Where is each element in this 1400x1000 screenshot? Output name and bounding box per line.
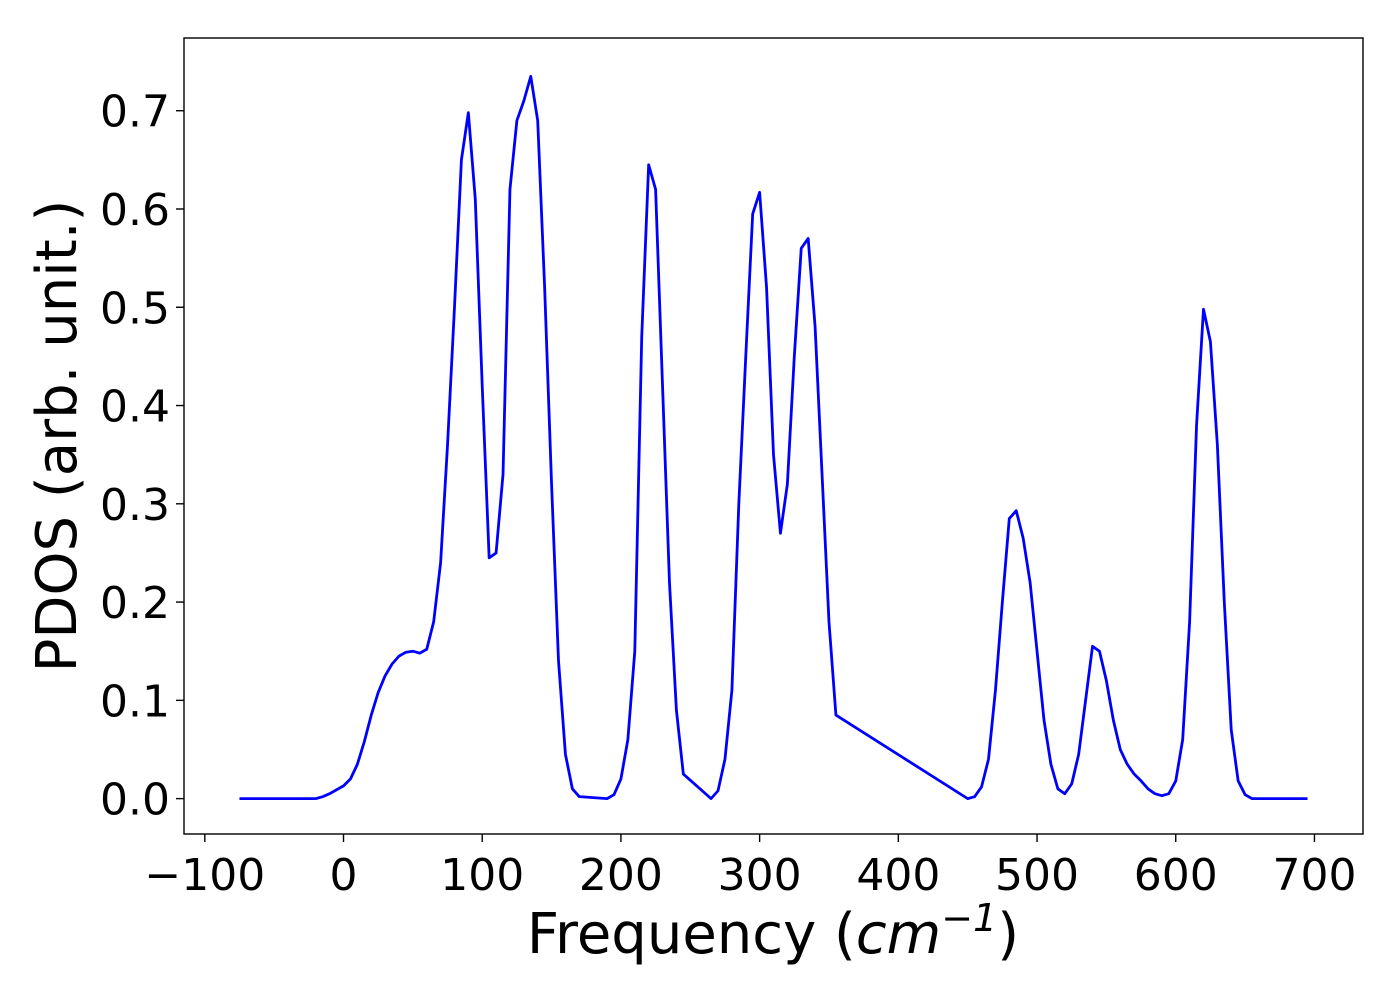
x-tick-label: 400: [856, 850, 940, 901]
x-tick-label: −100: [144, 850, 265, 901]
y-tick-label: 0.4: [100, 382, 170, 433]
x-tick-label: 200: [579, 850, 663, 901]
y-axis-ticks: 0.0 0.1 0.2 0.3 0.4 0.5 0.6 0.7: [100, 87, 184, 826]
x-tick-label: 500: [995, 850, 1079, 901]
plot-area-frame: [183, 37, 1364, 835]
x-tick-label: 0: [330, 850, 358, 901]
x-axis-title-unit: cm: [856, 902, 941, 967]
y-tick-label: 0.3: [100, 480, 170, 531]
x-tick-label: 600: [1134, 850, 1218, 901]
x-tick-label: 300: [718, 850, 802, 901]
x-axis-ticks: −100 0 100 200 300 400 500 600 700: [144, 834, 1356, 901]
y-tick-label: 0.2: [100, 578, 170, 629]
x-axis-title-close: ): [997, 902, 1019, 967]
pdos-series-line: [239, 74, 1308, 801]
y-tick-label: 0.0: [100, 775, 170, 826]
x-tick-label: 700: [1272, 850, 1356, 901]
y-tick-label: 0.1: [100, 676, 170, 727]
y-tick-label: 0.5: [100, 283, 170, 334]
y-tick-label: 0.7: [100, 87, 170, 138]
x-axis-title-text: Frequency (: [527, 902, 856, 967]
x-tick-label: 100: [440, 850, 524, 901]
y-axis-title: PDOS (arb. unit.): [25, 200, 90, 673]
x-axis-title: Frequency (cm−1): [527, 896, 1019, 967]
y-tick-label: 0.6: [100, 185, 170, 236]
x-axis-title-unit-exponent: −1: [941, 896, 997, 940]
